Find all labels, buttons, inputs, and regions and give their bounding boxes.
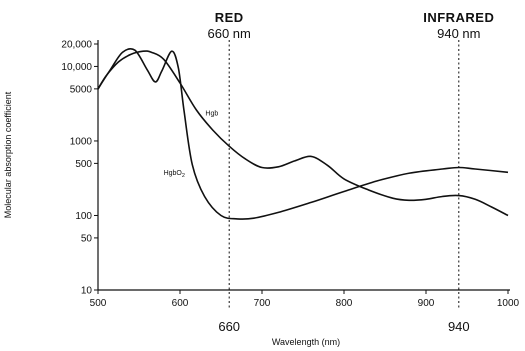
annotation-bottom-label-infrared: 940 xyxy=(448,319,470,334)
y-tick-label: 10,000 xyxy=(61,62,92,73)
curves xyxy=(97,47,509,220)
y-tick-label: 1000 xyxy=(70,136,93,147)
x-axis-label: Wavelength (nm) xyxy=(272,337,340,347)
series-labels: Hgb HgbO2 xyxy=(164,110,219,178)
y-axis-label: Molecular absorption coefficient xyxy=(3,91,13,218)
annotation-label-infrared: INFRARED xyxy=(423,10,494,25)
series-label-hgbo2: HgbO2 xyxy=(164,170,185,179)
x-tick-label: 900 xyxy=(418,298,435,309)
series-label-hgb: Hgb xyxy=(205,110,218,117)
x-tick-label: 600 xyxy=(172,298,189,309)
y-tick-label: 50 xyxy=(81,233,93,244)
annotation-bottom-label-red: 660 xyxy=(218,319,240,334)
annotation-label-red: RED xyxy=(215,10,244,25)
axes xyxy=(97,40,510,291)
y-tick-label: 5000 xyxy=(70,84,93,95)
y-tick-label: 20,000 xyxy=(61,40,92,51)
x-tick-label: 800 xyxy=(336,298,353,309)
annotation-sublabel-red: 660 nm xyxy=(208,26,251,41)
series-line-hgb xyxy=(97,50,509,217)
y-tick-label: 500 xyxy=(75,159,92,170)
annotation-sublabel-infrared: 940 nm xyxy=(437,26,480,41)
series-line-hgbo2 xyxy=(97,47,509,220)
x-tick-label: 500 xyxy=(90,298,107,309)
x-tick-label: 700 xyxy=(254,298,271,309)
x-tick-label: 1000 xyxy=(497,298,520,309)
y-tick-label: 10 xyxy=(81,286,93,297)
y-tick-label: 100 xyxy=(75,211,92,222)
